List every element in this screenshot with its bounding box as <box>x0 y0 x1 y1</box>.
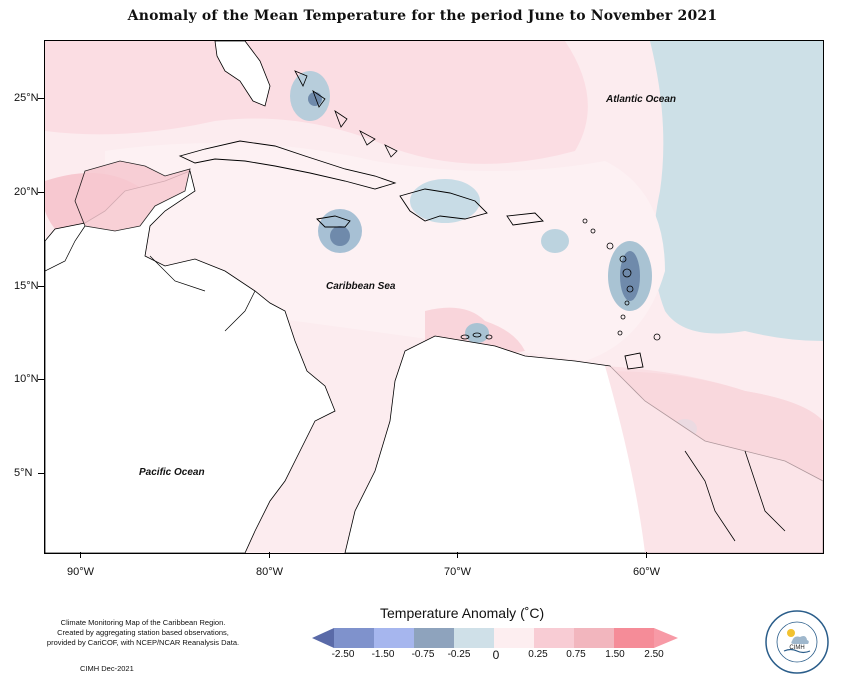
legend-title: Temperature Anomaly (˚C) <box>380 605 545 621</box>
footer-note-line: Created by aggregating station based obs… <box>57 628 229 637</box>
map-title: Anomaly of the Mean Temperature for the … <box>127 8 718 24</box>
legend-swatch <box>614 628 654 648</box>
border-central-america <box>45 225 256 332</box>
anomaly-spot-guadeloupe <box>541 229 569 253</box>
island-jamaica <box>316 215 351 228</box>
x-tick <box>457 552 458 558</box>
legend-swatch <box>334 628 374 648</box>
wave-icon <box>783 648 811 654</box>
legend-label: 1.50 <box>605 649 625 660</box>
cloud-icon <box>791 636 809 644</box>
anomaly-zone-pink-guianas-land <box>605 366 823 553</box>
anomaly-spot-hispaniola <box>410 179 480 223</box>
legend-label: -0.75 <box>411 649 435 660</box>
island-hispaniola <box>399 188 488 222</box>
y-tick <box>38 473 44 474</box>
y-tick <box>38 98 44 99</box>
legend-swatch <box>494 628 534 648</box>
x-axis-label: 60°W <box>633 566 661 578</box>
y-axis-label: 5°N <box>14 467 33 479</box>
islands-lesser-antilles <box>582 218 661 341</box>
y-axis-label: 10°N <box>14 373 39 385</box>
legend-swatch <box>534 628 574 648</box>
legend-label: -1.50 <box>371 649 395 660</box>
legend-colorbar <box>312 628 678 648</box>
map-canvas <box>45 41 823 553</box>
label-pacific-ocean: Pacific Ocean <box>139 467 205 478</box>
legend-label: -0.25 <box>447 649 471 660</box>
label-atlantic-ocean: Atlantic Ocean <box>606 94 677 105</box>
island-trinidad <box>624 352 644 370</box>
y-axis-label: 15°N <box>14 280 39 292</box>
legend-label: 0.25 <box>528 649 548 660</box>
footer-date: CIMH Dec-2021 <box>80 664 134 673</box>
y-tick <box>38 379 44 380</box>
x-axis-label: 70°W <box>444 566 472 578</box>
y-tick <box>38 192 44 193</box>
footer-note-line: Climate Monitoring Map of the Caribbean … <box>60 618 226 627</box>
land-yucatan <box>74 160 191 232</box>
cimh-logo-icon: CIMH <box>765 610 829 674</box>
legend-label: 0.75 <box>566 649 586 660</box>
logo-text: CIMH <box>789 645 804 651</box>
label-caribbean-sea: Caribbean Sea <box>326 281 396 292</box>
footer-note-line: provided by CariCOF, with NCEP/NCAR Rean… <box>46 638 240 647</box>
footer-note: Climate Monitoring Map of the Caribbean … <box>28 618 258 648</box>
legend-swatch <box>374 628 414 648</box>
island-puerto-rico <box>506 212 544 226</box>
x-tick <box>269 552 270 558</box>
land-florida <box>214 41 271 107</box>
x-axis-label: 80°W <box>256 566 284 578</box>
y-axis-label: 20°N <box>14 186 39 198</box>
islands-bahamas <box>294 70 398 158</box>
legend-swatch <box>414 628 454 648</box>
x-axis-label: 90°W <box>67 566 95 578</box>
x-tick <box>80 552 81 558</box>
anomaly-zone-blue-atlantic <box>650 41 823 341</box>
y-axis-label: 25°N <box>14 92 39 104</box>
islands-abc <box>460 332 493 340</box>
island-cuba <box>178 140 397 190</box>
legend-swatch <box>312 628 334 648</box>
legend-label: -2.50 <box>331 649 355 660</box>
legend-swatch <box>574 628 614 648</box>
sun-icon <box>787 629 795 637</box>
legend-swatch <box>454 628 494 648</box>
anomaly-map <box>44 40 824 554</box>
border-guianas <box>684 450 786 542</box>
legend-label: 2.50 <box>644 649 664 660</box>
y-tick <box>38 286 44 287</box>
legend-swatch <box>654 628 678 648</box>
x-tick <box>646 552 647 558</box>
legend-label: 0 <box>492 648 500 662</box>
